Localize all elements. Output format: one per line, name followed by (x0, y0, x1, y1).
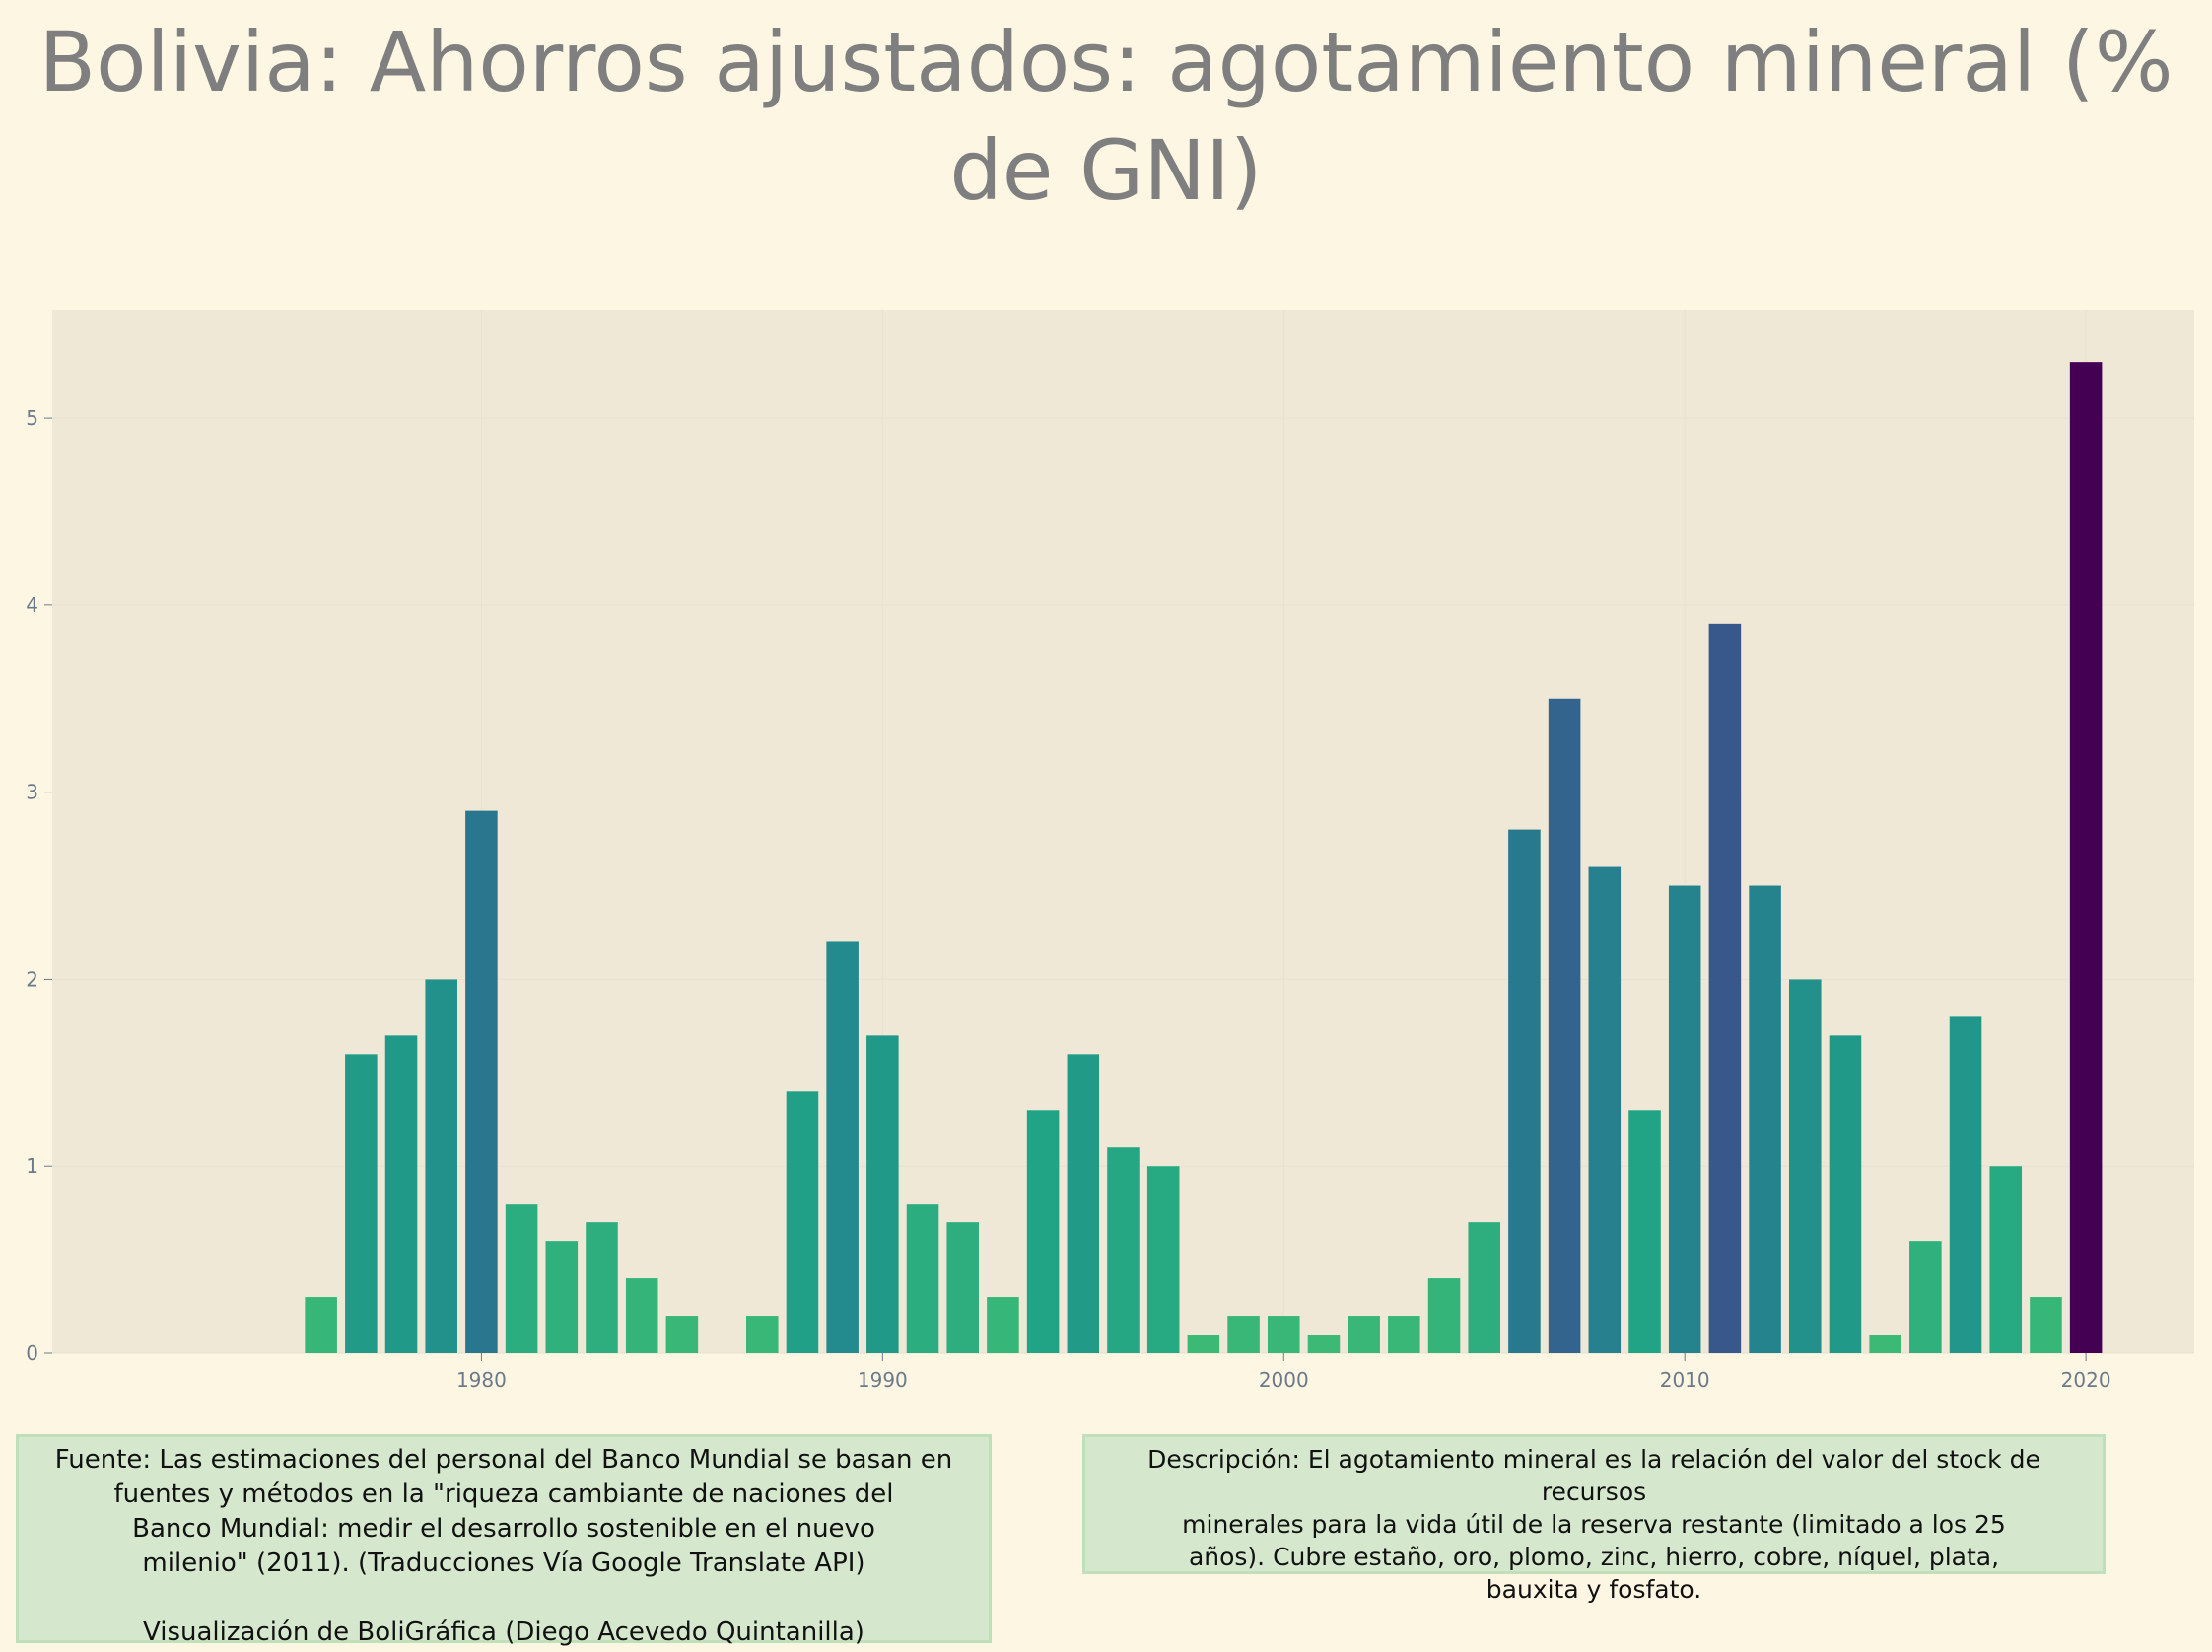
x-tick-label: 2000 (1259, 1368, 1309, 1392)
y-tick-label: 2 (26, 967, 38, 991)
source-note: Fuente: Las estimaciones del personal de… (16, 1434, 992, 1647)
y-axis-ticks: 0 1 2 3 4 5 (26, 406, 52, 1365)
chart-title-line-2: de GNI) (949, 122, 1263, 219)
bar-1995[interactable] (1067, 1054, 1100, 1353)
bar-1985[interactable] (665, 1316, 699, 1353)
bar-1991[interactable] (906, 1204, 939, 1353)
bar-1977[interactable] (345, 1054, 378, 1353)
x-tick-label: 1980 (456, 1368, 507, 1392)
y-tick-label: 3 (26, 781, 38, 804)
bar-2011[interactable] (1708, 623, 1742, 1353)
bar-1999[interactable] (1227, 1316, 1260, 1353)
bar-2000[interactable] (1267, 1316, 1300, 1353)
bar-2005[interactable] (1468, 1222, 1501, 1353)
bar-2003[interactable] (1388, 1316, 1420, 1353)
bar-2002[interactable] (1348, 1316, 1380, 1353)
bar-2010[interactable] (1668, 885, 1701, 1353)
bar-2019[interactable] (2030, 1297, 2062, 1353)
bar-2013[interactable] (1789, 979, 1822, 1353)
bar-1994[interactable] (1026, 1110, 1060, 1353)
y-tick-label: 1 (26, 1154, 38, 1178)
bars (305, 362, 2103, 1353)
bar-chart: 0 1 2 3 4 5 1980 1990 2000 2010 2020 (26, 310, 2194, 1392)
bar-1976[interactable] (305, 1297, 337, 1353)
y-tick-label: 5 (26, 406, 38, 430)
bar-2008[interactable] (1588, 866, 1622, 1353)
bar-1990[interactable] (866, 1035, 899, 1353)
bar-2020[interactable] (2069, 362, 2103, 1353)
bar-1989[interactable] (826, 941, 859, 1353)
bar-1996[interactable] (1107, 1147, 1140, 1353)
bar-2016[interactable] (1909, 1241, 1942, 1353)
bar-1980[interactable] (465, 810, 498, 1353)
bar-2018[interactable] (1989, 1166, 2023, 1353)
bar-1993[interactable] (987, 1297, 1019, 1353)
bar-2012[interactable] (1749, 885, 1781, 1353)
bar-2017[interactable] (1949, 1016, 1982, 1353)
x-tick-label: 1990 (858, 1368, 908, 1392)
bar-2007[interactable] (1548, 698, 1581, 1353)
bar-2004[interactable] (1427, 1278, 1461, 1353)
x-tick-label: 2020 (2061, 1368, 2111, 1392)
bar-1981[interactable] (505, 1204, 538, 1353)
bar-2006[interactable] (1508, 829, 1541, 1353)
chart-title-line-1: Bolivia: Ahorros ajustados: agotamiento … (38, 14, 2174, 110)
y-tick-label: 4 (26, 593, 38, 617)
x-tick-label: 2010 (1660, 1368, 1710, 1392)
bar-1987[interactable] (745, 1316, 779, 1353)
description-note: Descripción: El agotamiento mineral es l… (1082, 1434, 2106, 1604)
bar-2001[interactable] (1307, 1335, 1341, 1353)
bar-1992[interactable] (946, 1222, 979, 1353)
bar-2015[interactable] (1869, 1335, 1901, 1353)
bar-1998[interactable] (1187, 1335, 1220, 1353)
bar-2009[interactable] (1628, 1110, 1661, 1353)
bar-1978[interactable] (384, 1035, 418, 1353)
chart-title: Bolivia: Ahorros ajustados: agotamiento … (0, 8, 2212, 225)
bar-1997[interactable] (1146, 1166, 1180, 1353)
bar-1983[interactable] (586, 1222, 618, 1353)
bar-1984[interactable] (625, 1278, 658, 1353)
bar-1979[interactable] (425, 979, 457, 1353)
y-tick-label: 0 (26, 1342, 38, 1365)
bar-1982[interactable] (545, 1241, 579, 1353)
bar-2014[interactable] (1829, 1035, 1862, 1353)
bar-1988[interactable] (786, 1091, 819, 1353)
x-axis-ticks: 1980 1990 2000 2010 2020 (456, 1353, 2111, 1392)
